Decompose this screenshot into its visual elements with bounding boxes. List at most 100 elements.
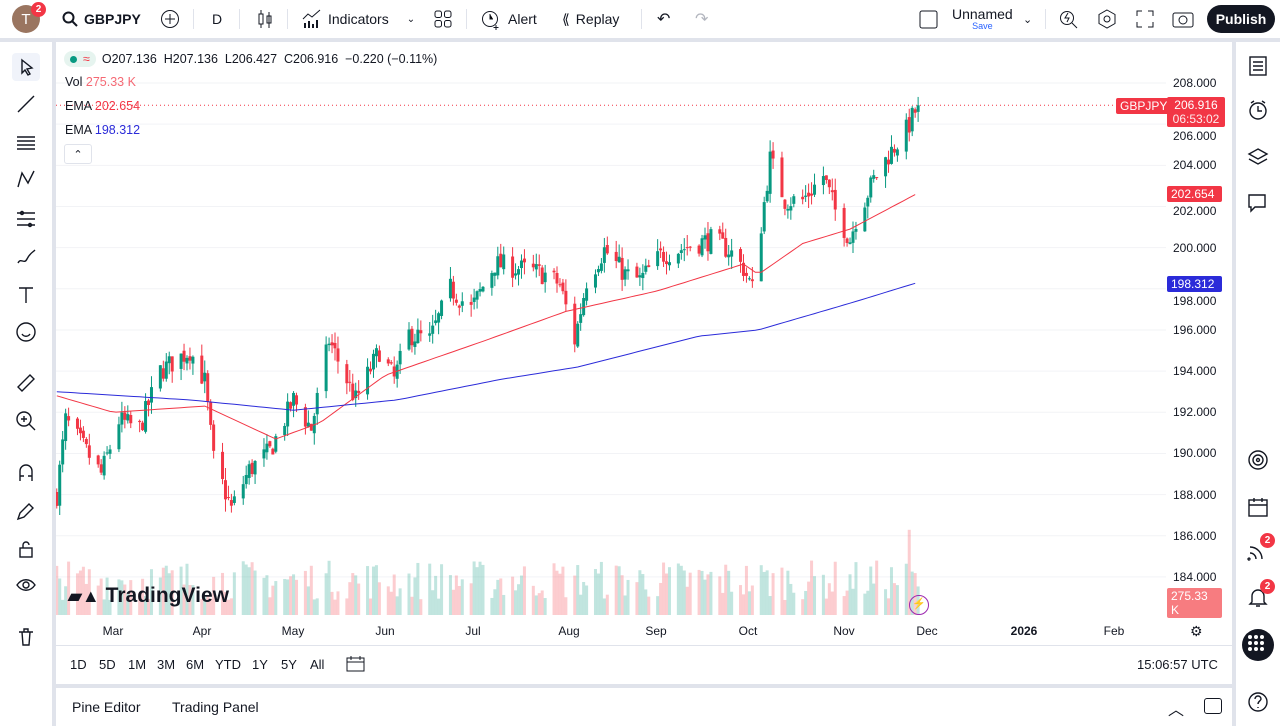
- volume-bar: [688, 572, 692, 615]
- volume-bar: [413, 577, 417, 615]
- save-link[interactable]: Save: [972, 21, 993, 31]
- maximize-panel-icon[interactable]: [1204, 698, 1222, 714]
- calendar-icon: [1248, 498, 1268, 517]
- ema2-tag: 198.312: [1167, 276, 1222, 292]
- range-1d[interactable]: 1D: [70, 657, 87, 672]
- chevron-down-icon[interactable]: ⌄: [406, 13, 416, 25]
- drawing-toolbar: [0, 42, 52, 726]
- volume-bar: [434, 575, 438, 615]
- alert-button[interactable]: Alert: [480, 0, 537, 38]
- indicators-button[interactable]: Indicators ⌄: [302, 0, 415, 38]
- magnet-tool[interactable]: [12, 459, 40, 487]
- range-5y[interactable]: 5Y: [281, 657, 297, 672]
- range-all[interactable]: All: [310, 657, 325, 672]
- tab-trading-panel[interactable]: Trading Panel: [172, 699, 259, 715]
- clock-timezone[interactable]: 15:06:57 UTC: [1137, 657, 1218, 672]
- chevron-down-icon[interactable]: ⌄: [1023, 13, 1033, 26]
- range-3m[interactable]: 3M: [157, 657, 176, 672]
- replay-button[interactable]: ⟪ Replay: [562, 10, 620, 28]
- layout-toggle[interactable]: [919, 0, 938, 38]
- fullscreen-button[interactable]: [1136, 0, 1154, 38]
- collapse-legend-button[interactable]: ⌃: [64, 144, 92, 164]
- range-1y[interactable]: 1Y: [252, 657, 268, 672]
- ideas-button[interactable]: [1244, 446, 1272, 474]
- range-6m[interactable]: 6M: [186, 657, 205, 672]
- layout-name[interactable]: Unnamed Save: [952, 6, 1013, 31]
- volume-bar: [147, 599, 151, 615]
- pattern-tool[interactable]: [12, 166, 40, 194]
- price-chart[interactable]: [56, 44, 1166, 618]
- price-tick: 206.000: [1173, 129, 1217, 143]
- volume-bar: [56, 565, 59, 615]
- candle-body: [913, 109, 917, 113]
- lock-tool[interactable]: [12, 535, 40, 563]
- signals-button[interactable]: 2: [1244, 533, 1275, 565]
- layouts-button[interactable]: [434, 0, 452, 38]
- notifications-button[interactable]: 2: [1244, 579, 1275, 611]
- emoji-tool[interactable]: [12, 318, 40, 346]
- stay-drawing-tool[interactable]: [12, 497, 40, 525]
- settings-button[interactable]: [1097, 0, 1117, 38]
- cursor-tool[interactable]: [12, 53, 40, 81]
- redo-button[interactable]: ↷: [695, 0, 708, 38]
- apps-button[interactable]: [1242, 629, 1274, 661]
- range-1m[interactable]: 1M: [128, 657, 147, 672]
- volume-bar: [638, 570, 642, 615]
- candle-body: [330, 342, 334, 346]
- range-ytd[interactable]: YTD: [215, 657, 241, 672]
- candle-body: [99, 464, 103, 473]
- volume-bar: [185, 563, 189, 615]
- goto-date-button[interactable]: [346, 655, 366, 676]
- ema-legend-2[interactable]: EMA 198.312: [65, 123, 141, 137]
- calendar-button[interactable]: [1244, 493, 1272, 521]
- trend-line-tool[interactable]: [12, 90, 40, 118]
- measure-tool[interactable]: [12, 369, 40, 397]
- alerts-panel-button[interactable]: [1244, 96, 1272, 124]
- avatar[interactable]: T 2: [12, 2, 46, 33]
- interval-button[interactable]: D: [212, 11, 223, 27]
- remove-tool[interactable]: [12, 623, 40, 651]
- volume-bar: [620, 575, 624, 615]
- tradingview-watermark[interactable]: ▰▲ TradingView: [68, 584, 229, 607]
- chart-type-button[interactable]: [256, 0, 274, 38]
- candle-body: [848, 242, 852, 245]
- candle-body: [289, 402, 293, 409]
- volume-bar: [126, 593, 130, 615]
- compare-button[interactable]: [160, 0, 180, 38]
- candle-body: [56, 492, 59, 506]
- help-button[interactable]: [1244, 688, 1272, 716]
- text-tool[interactable]: [12, 281, 40, 309]
- symbol-search[interactable]: GBPJPY: [62, 0, 141, 38]
- market-status[interactable]: ≈: [64, 51, 96, 67]
- candle-body: [158, 365, 162, 389]
- volume-bar: [750, 585, 754, 615]
- fib-tool[interactable]: [12, 129, 40, 157]
- range-5d[interactable]: 5D: [99, 657, 116, 672]
- volume-bar: [451, 589, 455, 615]
- quick-search-button[interactable]: [1059, 0, 1079, 38]
- chat-button[interactable]: [1244, 189, 1272, 217]
- candle-body: [185, 357, 189, 364]
- brush-tool[interactable]: [12, 243, 40, 271]
- publish-button[interactable]: Publish: [1207, 5, 1275, 33]
- hide-tool[interactable]: [12, 571, 40, 599]
- volume-bar: [229, 598, 233, 615]
- ema-legend-1[interactable]: EMA 202.654: [65, 99, 141, 113]
- candle-body: [141, 422, 145, 431]
- zoom-tool[interactable]: [12, 407, 40, 435]
- volume-bar: [58, 578, 62, 615]
- camera-icon: [1172, 12, 1194, 28]
- lightning-event-icon[interactable]: ⚡: [909, 595, 929, 615]
- prediction-tool[interactable]: [12, 205, 40, 233]
- chevron-up-icon[interactable]: ︿: [1168, 702, 1185, 719]
- chart-settings-button[interactable]: ⚙: [1190, 623, 1203, 640]
- undo-button[interactable]: ↶: [657, 0, 670, 38]
- screenshot-button[interactable]: [1172, 0, 1194, 38]
- tab-pine-editor[interactable]: Pine Editor: [72, 699, 141, 715]
- object-tree-button[interactable]: [1244, 143, 1272, 171]
- pencil-lock-icon: [16, 503, 34, 521]
- volume-legend[interactable]: Vol 275.33 K: [65, 75, 136, 89]
- target-icon: [1248, 450, 1268, 470]
- candle-body: [149, 387, 153, 403]
- watchlist-button[interactable]: [1244, 52, 1272, 80]
